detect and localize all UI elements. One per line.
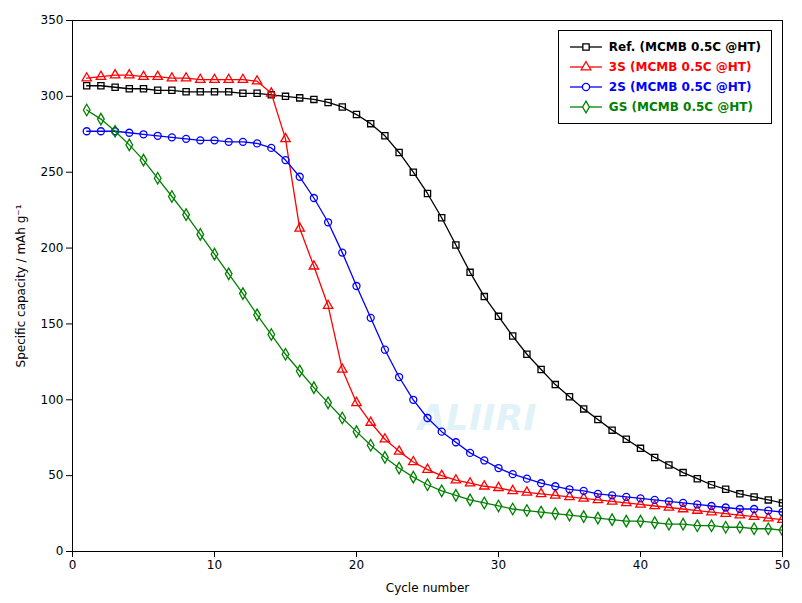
svg-text:250: 250 xyxy=(41,165,64,179)
html-text:2S (MCMB 0.5C @HT): 2S (MCMB 0.5C @HT) xyxy=(608,80,752,94)
html-text:GS (MCMB 0.5C @HT): GS (MCMB 0.5C @HT) xyxy=(608,100,753,114)
svg-text:50: 50 xyxy=(775,558,790,572)
svg-text:150: 150 xyxy=(41,317,64,331)
svg-text:0: 0 xyxy=(69,558,77,572)
svg-text:0: 0 xyxy=(56,544,64,558)
svg-text:30: 30 xyxy=(491,558,506,572)
svg-text:20: 20 xyxy=(349,558,364,572)
svg-text:Cycle number: Cycle number xyxy=(386,581,470,595)
svg-text:50: 50 xyxy=(48,468,63,482)
svg-text:200: 200 xyxy=(41,241,64,255)
svg-text:300: 300 xyxy=(41,89,64,103)
svg-text:ALIIRI: ALIIRI xyxy=(415,397,537,438)
svg-text:40: 40 xyxy=(633,558,648,572)
svg-text:10: 10 xyxy=(207,558,222,572)
svg-text:Specific capacity / mAh g⁻¹: Specific capacity / mAh g⁻¹ xyxy=(14,204,28,367)
html-text:Ref. (MCMB 0.5C @HT): Ref. (MCMB 0.5C @HT) xyxy=(608,40,761,54)
svg-text:350: 350 xyxy=(41,13,64,27)
svg-text:100: 100 xyxy=(41,393,64,407)
html-text:3S (MCMB 0.5C @HT): 3S (MCMB 0.5C @HT) xyxy=(608,60,752,74)
